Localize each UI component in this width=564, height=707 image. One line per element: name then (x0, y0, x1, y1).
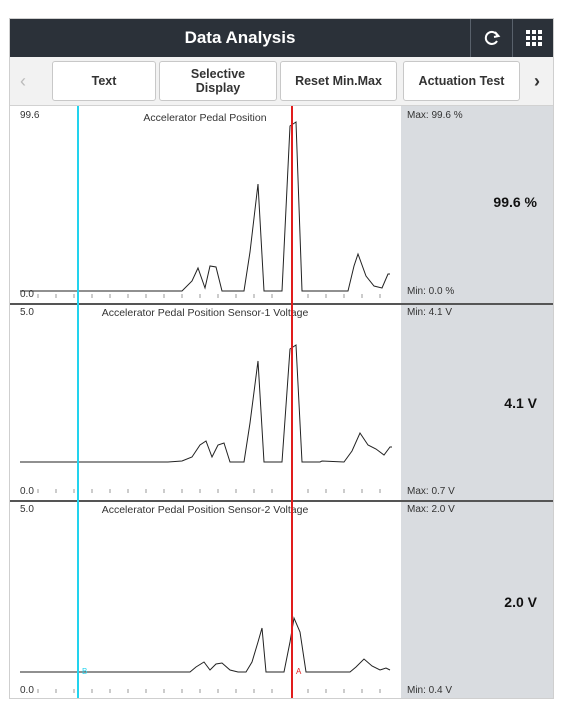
actuation-test-label: Actuation Test (418, 74, 505, 88)
page-title: Data Analysis (184, 28, 296, 47)
text-button-label: Text (91, 74, 117, 88)
grid-icon (526, 30, 542, 46)
refresh-icon (484, 30, 501, 45)
current-value: 99.6 % (493, 194, 537, 210)
graph-plot[interactable]: 99.6 0.0 Accelerator Pedal Position (10, 106, 400, 303)
current-value: 2.0 V (504, 594, 537, 610)
graph-title: Accelerator Pedal Position Sensor-1 Volt… (101, 307, 309, 319)
scale-bottom: 0.0 (20, 289, 34, 300)
top-stat: Min: 4.1 V (407, 307, 453, 318)
current-value: 4.1 V (504, 395, 537, 411)
graph-canvas (20, 616, 391, 693)
graph-panel-pedal-position[interactable]: 99.6 0.0 Accelerator Pedal Position Max:… (10, 106, 553, 303)
graph-title: Accelerator Pedal Position Sensor-2 Volt… (101, 504, 309, 516)
max-stat: Max: 2.0 V (407, 504, 455, 515)
value-sidebar: Max: 99.6 % 99.6 % Min: 0.0 % (401, 106, 553, 303)
graph-title: Accelerator Pedal Position (143, 112, 267, 124)
graph-plot[interactable]: 5.0 0.0 Accelerator Pedal Position Senso… (10, 305, 400, 500)
scale-top: 99.6 (20, 110, 40, 121)
reset-min-max-button[interactable]: Reset Min.Max (280, 61, 397, 101)
app-frame: Data Analysis ‹ Text Selective Display R… (9, 18, 554, 699)
scale-top: 5.0 (20, 307, 34, 318)
next-page-button[interactable]: › (526, 57, 548, 105)
text-button[interactable]: Text (52, 61, 156, 101)
selective-display-label: Selective Display (190, 67, 246, 95)
selective-display-button[interactable]: Selective Display (159, 61, 277, 101)
max-stat: Max: 99.6 % (407, 110, 463, 121)
value-sidebar: Max: 2.0 V 2.0 V Min: 0.4 V (401, 502, 553, 698)
graph-panel-sensor1-voltage[interactable]: 5.0 0.0 Accelerator Pedal Position Senso… (10, 305, 553, 500)
panel-divider (10, 303, 553, 305)
cursor-overlay: B A (77, 106, 302, 698)
value-sidebar: Min: 4.1 V 4.1 V Max: 0.7 V (401, 305, 553, 500)
cursor-b-label: B (82, 667, 87, 676)
graph-canvas (20, 344, 392, 493)
grid-menu-button[interactable] (512, 19, 553, 57)
actuation-test-button[interactable]: Actuation Test (403, 61, 520, 101)
bottom-stat: Max: 0.7 V (407, 486, 455, 497)
graph-panel-sensor2-voltage[interactable]: 5.0 0.0 Accelerator Pedal Position Senso… (10, 502, 553, 698)
cursor-a-label: A (296, 667, 302, 676)
chevron-right-icon: › (534, 70, 540, 91)
graph-plot[interactable]: 5.0 0.0 Accelerator Pedal Position Senso… (10, 502, 400, 698)
toolbar: ‹ Text Selective Display Reset Min.Max A… (10, 57, 553, 106)
chevron-left-icon: ‹ (20, 70, 26, 91)
graph-canvas (20, 121, 390, 298)
refresh-button[interactable] (470, 19, 513, 57)
prev-page-button[interactable]: ‹ (12, 57, 34, 105)
header-bar: Data Analysis (10, 19, 553, 57)
min-stat: Min: 0.0 % (407, 286, 455, 297)
scale-bottom: 0.0 (20, 685, 34, 696)
panel-divider (10, 500, 553, 502)
reset-min-max-label: Reset Min.Max (295, 74, 382, 88)
min-stat: Min: 0.4 V (407, 685, 453, 696)
scale-bottom: 0.0 (20, 486, 34, 497)
scale-top: 5.0 (20, 504, 34, 515)
